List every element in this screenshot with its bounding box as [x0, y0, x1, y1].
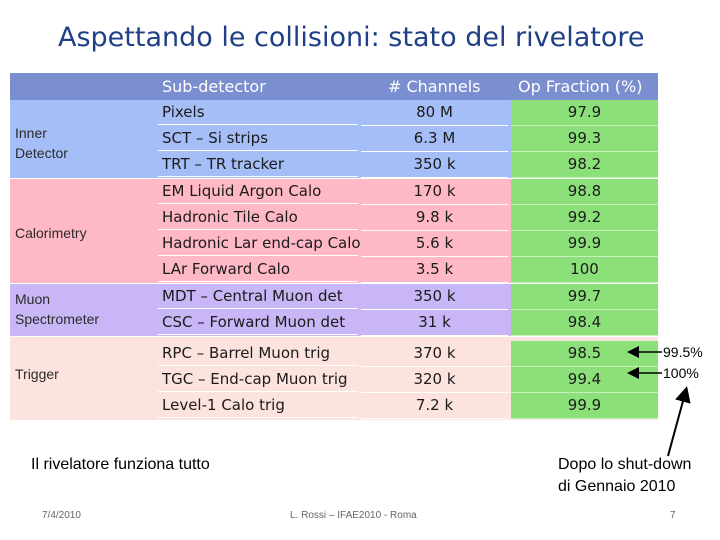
- cell-op-fraction: 98.8: [511, 179, 658, 205]
- cell-op-fraction: 98.4: [511, 310, 658, 336]
- cell-subdetector: CSC – Forward Muon det: [158, 310, 358, 335]
- arrow-shutdown: [667, 386, 691, 457]
- table-row: TGC – End-cap Muon trig 320 k 99.4: [158, 367, 658, 393]
- cell-channels: 170 k: [361, 179, 508, 205]
- table-row: Hadronic Lar end-cap Calo 5.6 k 99.9: [158, 231, 658, 257]
- cell-op-fraction: 99.9: [511, 393, 658, 419]
- group-trigger: Trigger RPC – Barrel Muon trig 370 k 98.…: [10, 337, 658, 420]
- group-label-inner-detector: Inner Detector: [15, 125, 68, 161]
- cell-channels: 9.8 k: [361, 205, 508, 231]
- table-row: MDT – Central Muon det 350 k 99.7: [158, 284, 658, 310]
- cell-subdetector: Pixels: [158, 100, 358, 125]
- rpc-update-value: 99.5%: [663, 344, 703, 360]
- table-row: Pixels 80 M 97.9: [158, 100, 658, 126]
- cell-channels: 80 M: [361, 100, 508, 126]
- table-row: EM Liquid Argon Calo 170 k 98.8: [158, 179, 658, 205]
- table-row: LAr Forward Calo 3.5 k 100: [158, 257, 658, 283]
- cell-subdetector: SCT – Si strips: [158, 126, 358, 151]
- table-row: RPC – Barrel Muon trig 370 k 98.5: [158, 341, 658, 367]
- cell-op-fraction: 98.5: [511, 341, 658, 367]
- cell-op-fraction: 98.2: [511, 152, 658, 178]
- left-note: Il rivelatore funziona tutto: [31, 456, 210, 473]
- table-header: Sub-detector # Channels Op Fraction (%): [10, 73, 658, 100]
- table-row: CSC – Forward Muon det 31 k 98.4: [158, 310, 658, 336]
- group-calorimetry: Calorimetry EM Liquid Argon Calo 170 k 9…: [10, 179, 658, 283]
- cell-subdetector: MDT – Central Muon det: [158, 284, 358, 309]
- right-note-line2: di Gennaio 2010: [558, 478, 676, 495]
- slide-title: Aspettando le collisioni: stato del rive…: [58, 22, 645, 53]
- cell-channels: 5.6 k: [361, 231, 508, 257]
- cell-channels: 7.2 k: [361, 393, 508, 419]
- cell-subdetector: LAr Forward Calo: [158, 257, 358, 282]
- footer-page-number: 7: [670, 510, 676, 521]
- header-op-fraction: Op Fraction (%): [518, 77, 643, 96]
- table-row: Hadronic Tile Calo 9.8 k 99.2: [158, 205, 658, 231]
- table-row: Level-1 Calo trig 7.2 k 99.9: [158, 393, 658, 419]
- cell-channels: 350 k: [361, 152, 508, 178]
- cell-subdetector: RPC – Barrel Muon trig: [158, 341, 358, 366]
- group-inner-detector: Inner Detector Pixels 80 M 97.9 SCT – Si…: [10, 100, 658, 178]
- cell-channels: 3.5 k: [361, 257, 508, 283]
- cell-channels: 6.3 M: [361, 126, 508, 152]
- footer-date: 7/4/2010: [42, 510, 81, 521]
- group-label-muon: Muon Spectrometer: [15, 291, 100, 327]
- cell-channels: 350 k: [361, 284, 508, 310]
- table-row: TRT – TR tracker 350 k 98.2: [158, 152, 658, 178]
- cell-op-fraction: 99.3: [511, 126, 658, 152]
- table-row: SCT – Si strips 6.3 M 99.3: [158, 126, 658, 152]
- cell-op-fraction: 99.7: [511, 284, 658, 310]
- cell-subdetector: Level-1 Calo trig: [158, 393, 358, 418]
- cell-op-fraction: 99.2: [511, 205, 658, 231]
- cell-subdetector: EM Liquid Argon Calo: [158, 179, 358, 204]
- cell-op-fraction: 99.4: [511, 367, 658, 393]
- footer-author: L. Rossi – IFAE2010 - Roma: [290, 510, 417, 521]
- cell-op-fraction: 100: [511, 257, 658, 283]
- group-muon-spectrometer: Muon Spectrometer MDT – Central Muon det…: [10, 284, 658, 336]
- cell-op-fraction: 99.9: [511, 231, 658, 257]
- cell-subdetector: Hadronic Tile Calo: [158, 205, 358, 230]
- cell-channels: 31 k: [361, 310, 508, 336]
- header-subdetector: Sub-detector: [162, 77, 266, 96]
- cell-op-fraction: 97.9: [511, 100, 658, 126]
- group-label-trigger: Trigger: [15, 366, 59, 382]
- tgc-update-value: 100%: [663, 365, 699, 381]
- cell-channels: 370 k: [361, 341, 508, 367]
- cell-channels: 320 k: [361, 367, 508, 393]
- detector-status-table: Sub-detector # Channels Op Fraction (%) …: [10, 73, 658, 420]
- header-channels: # Channels: [388, 77, 481, 96]
- cell-subdetector: TRT – TR tracker: [158, 152, 358, 177]
- right-note-line1: Dopo lo shut-down: [558, 456, 692, 473]
- cell-subdetector: Hadronic Lar end-cap Calo: [158, 231, 361, 256]
- group-label-calorimetry: Calorimetry: [15, 225, 87, 241]
- cell-subdetector: TGC – End-cap Muon trig: [158, 367, 358, 392]
